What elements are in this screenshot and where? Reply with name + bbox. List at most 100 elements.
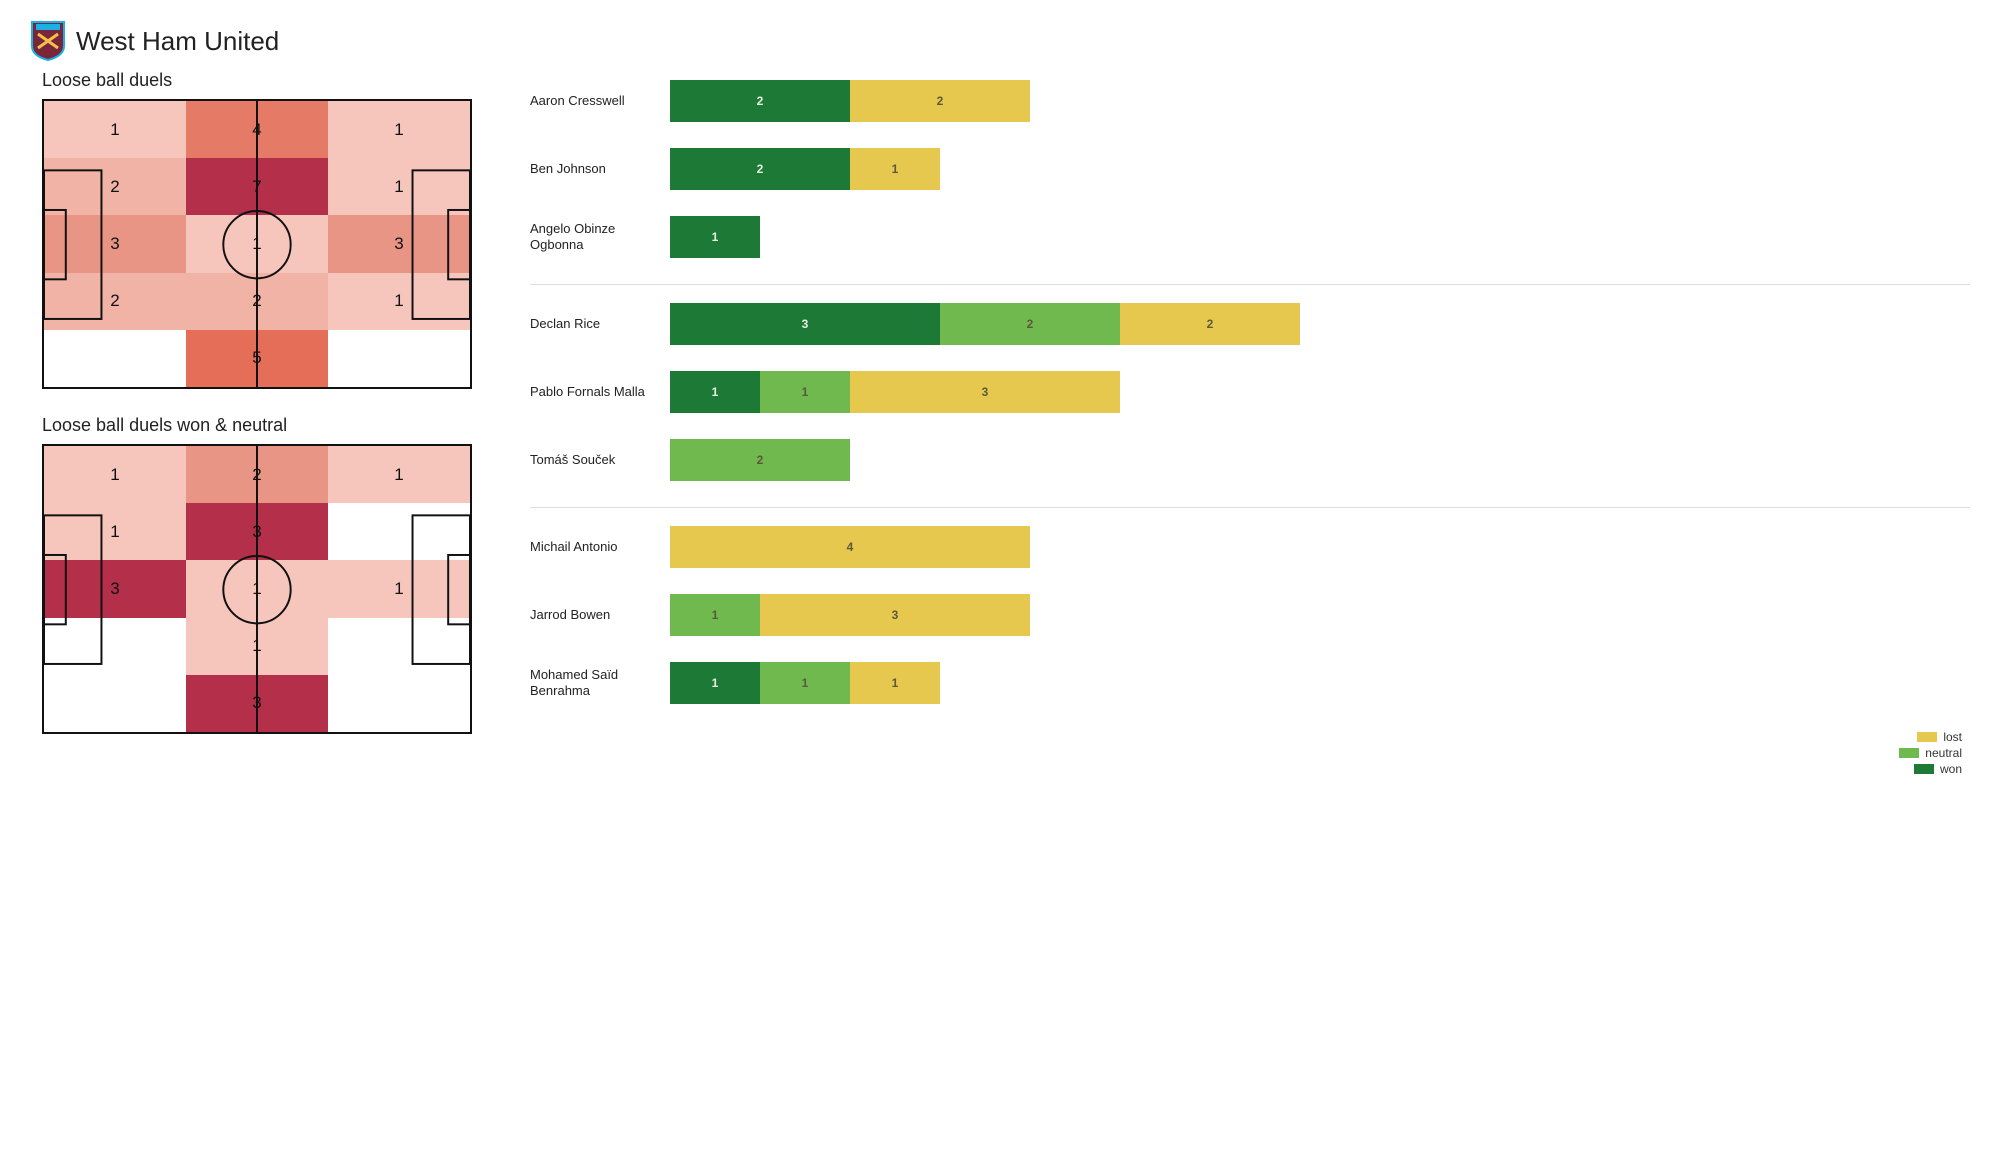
bar-segment-lost: 2	[850, 80, 1030, 122]
bar-segment-neutral: 2	[670, 439, 850, 481]
pitch-heatmap: Loose ball duels won & neutral1211331113	[30, 415, 490, 734]
player-name: Angelo Obinze Ogbonna	[530, 221, 670, 252]
bar-segment-won: 1	[670, 371, 760, 413]
pitch-cell: 1	[186, 618, 328, 675]
legend-item: lost	[1917, 730, 1962, 744]
pitch: 1211331113	[42, 444, 472, 734]
pitch-cell: 4	[186, 101, 328, 158]
bar-row: Declan Rice322	[530, 303, 1970, 345]
bar-row: Ben Johnson21	[530, 148, 1970, 190]
player-name: Ben Johnson	[530, 161, 670, 177]
bar-track: 4	[670, 526, 1970, 568]
bar-segment-lost: 3	[760, 594, 1030, 636]
legend-swatch-icon	[1899, 748, 1919, 758]
legend-item: won	[1914, 762, 1962, 776]
pitch-cell: 1	[328, 158, 470, 215]
bar-segment-lost: 3	[850, 371, 1120, 413]
bar-track: 113	[670, 371, 1970, 413]
legend-item: neutral	[1899, 746, 1962, 760]
player-name: Tomáš Souček	[530, 452, 670, 468]
pitch-heatmap: Loose ball duels1412713132215	[30, 70, 490, 389]
pitch-cell: 1	[328, 273, 470, 330]
bar-track: 21	[670, 148, 1970, 190]
pitch-cell	[328, 618, 470, 675]
pitch-cell: 3	[186, 503, 328, 560]
bar-track: 111	[670, 662, 1970, 704]
bar-row: Michail Antonio4	[530, 526, 1970, 568]
pitch-cell: 2	[186, 273, 328, 330]
legend-label: won	[1940, 762, 1962, 776]
pitch-cell	[328, 503, 470, 560]
bar-segment-won: 2	[670, 80, 850, 122]
legend-swatch-icon	[1914, 764, 1934, 774]
pitch-cell: 1	[328, 446, 470, 503]
group-divider	[530, 507, 1970, 508]
bar-segment-won: 2	[670, 148, 850, 190]
pitch-cell: 3	[44, 560, 186, 617]
pitch-cell: 2	[44, 158, 186, 215]
pitch-cell: 1	[44, 503, 186, 560]
heatmaps-column: Loose ball duels1412713132215 Loose ball…	[30, 70, 490, 776]
pitch-title: Loose ball duels	[42, 70, 490, 91]
bar-track: 1	[670, 216, 1970, 258]
pitch-cell	[44, 330, 186, 387]
player-name: Michail Antonio	[530, 539, 670, 555]
bar-row: Tomáš Souček2	[530, 439, 1970, 481]
pitch-cell	[328, 330, 470, 387]
bar-segment-won: 3	[670, 303, 940, 345]
pitch: 1412713132215	[42, 99, 472, 389]
pitch-cell: 1	[186, 560, 328, 617]
legend-swatch-icon	[1917, 732, 1937, 742]
bar-track: 322	[670, 303, 1970, 345]
bar-segment-neutral: 1	[670, 594, 760, 636]
pitch-cell: 7	[186, 158, 328, 215]
pitch-cell: 3	[328, 215, 470, 272]
pitch-cell	[44, 618, 186, 675]
bar-track: 22	[670, 80, 1970, 122]
bar-segment-lost: 1	[850, 662, 940, 704]
pitch-cell: 5	[186, 330, 328, 387]
pitch-cell: 3	[186, 675, 328, 732]
team-name: West Ham United	[76, 26, 279, 57]
team-crest-icon	[30, 20, 66, 62]
bar-segment-neutral: 1	[760, 662, 850, 704]
pitch-cell: 2	[44, 273, 186, 330]
bar-row: Mohamed Saïd Benrahma111	[530, 662, 1970, 704]
pitch-cell: 1	[328, 560, 470, 617]
pitch-cell: 2	[186, 446, 328, 503]
pitch-cell: 1	[328, 101, 470, 158]
pitch-cell	[328, 675, 470, 732]
header: West Ham United	[30, 20, 1970, 62]
player-name: Mohamed Saïd Benrahma	[530, 667, 670, 698]
bar-segment-lost: 1	[850, 148, 940, 190]
bar-row: Pablo Fornals Malla113	[530, 371, 1970, 413]
player-name: Pablo Fornals Malla	[530, 384, 670, 400]
pitch-grid: 1211331113	[44, 446, 470, 732]
legend: lost neutral won	[530, 730, 1970, 776]
legend-label: neutral	[1925, 746, 1962, 760]
pitch-cell: 1	[186, 215, 328, 272]
bar-segment-lost: 2	[1120, 303, 1300, 345]
bar-segment-won: 1	[670, 662, 760, 704]
player-name: Declan Rice	[530, 316, 670, 332]
player-name: Aaron Cresswell	[530, 93, 670, 109]
pitch-cell	[44, 675, 186, 732]
pitch-title: Loose ball duels won & neutral	[42, 415, 490, 436]
legend-label: lost	[1943, 730, 1962, 744]
pitch-cell: 3	[44, 215, 186, 272]
player-name: Jarrod Bowen	[530, 607, 670, 623]
bar-row: Aaron Cresswell22	[530, 80, 1970, 122]
content: Loose ball duels1412713132215 Loose ball…	[30, 70, 1970, 776]
pitch-grid: 1412713132215	[44, 101, 470, 387]
bar-segment-neutral: 1	[760, 371, 850, 413]
bars-column: Aaron Cresswell22Ben Johnson21Angelo Obi…	[530, 70, 1970, 776]
pitch-cell: 1	[44, 101, 186, 158]
bar-segment-neutral: 2	[940, 303, 1120, 345]
group-divider	[530, 284, 1970, 285]
bar-segment-lost: 4	[670, 526, 1030, 568]
bar-track: 2	[670, 439, 1970, 481]
bar-segment-won: 1	[670, 216, 760, 258]
pitch-cell: 1	[44, 446, 186, 503]
bar-row: Jarrod Bowen13	[530, 594, 1970, 636]
bar-track: 13	[670, 594, 1970, 636]
